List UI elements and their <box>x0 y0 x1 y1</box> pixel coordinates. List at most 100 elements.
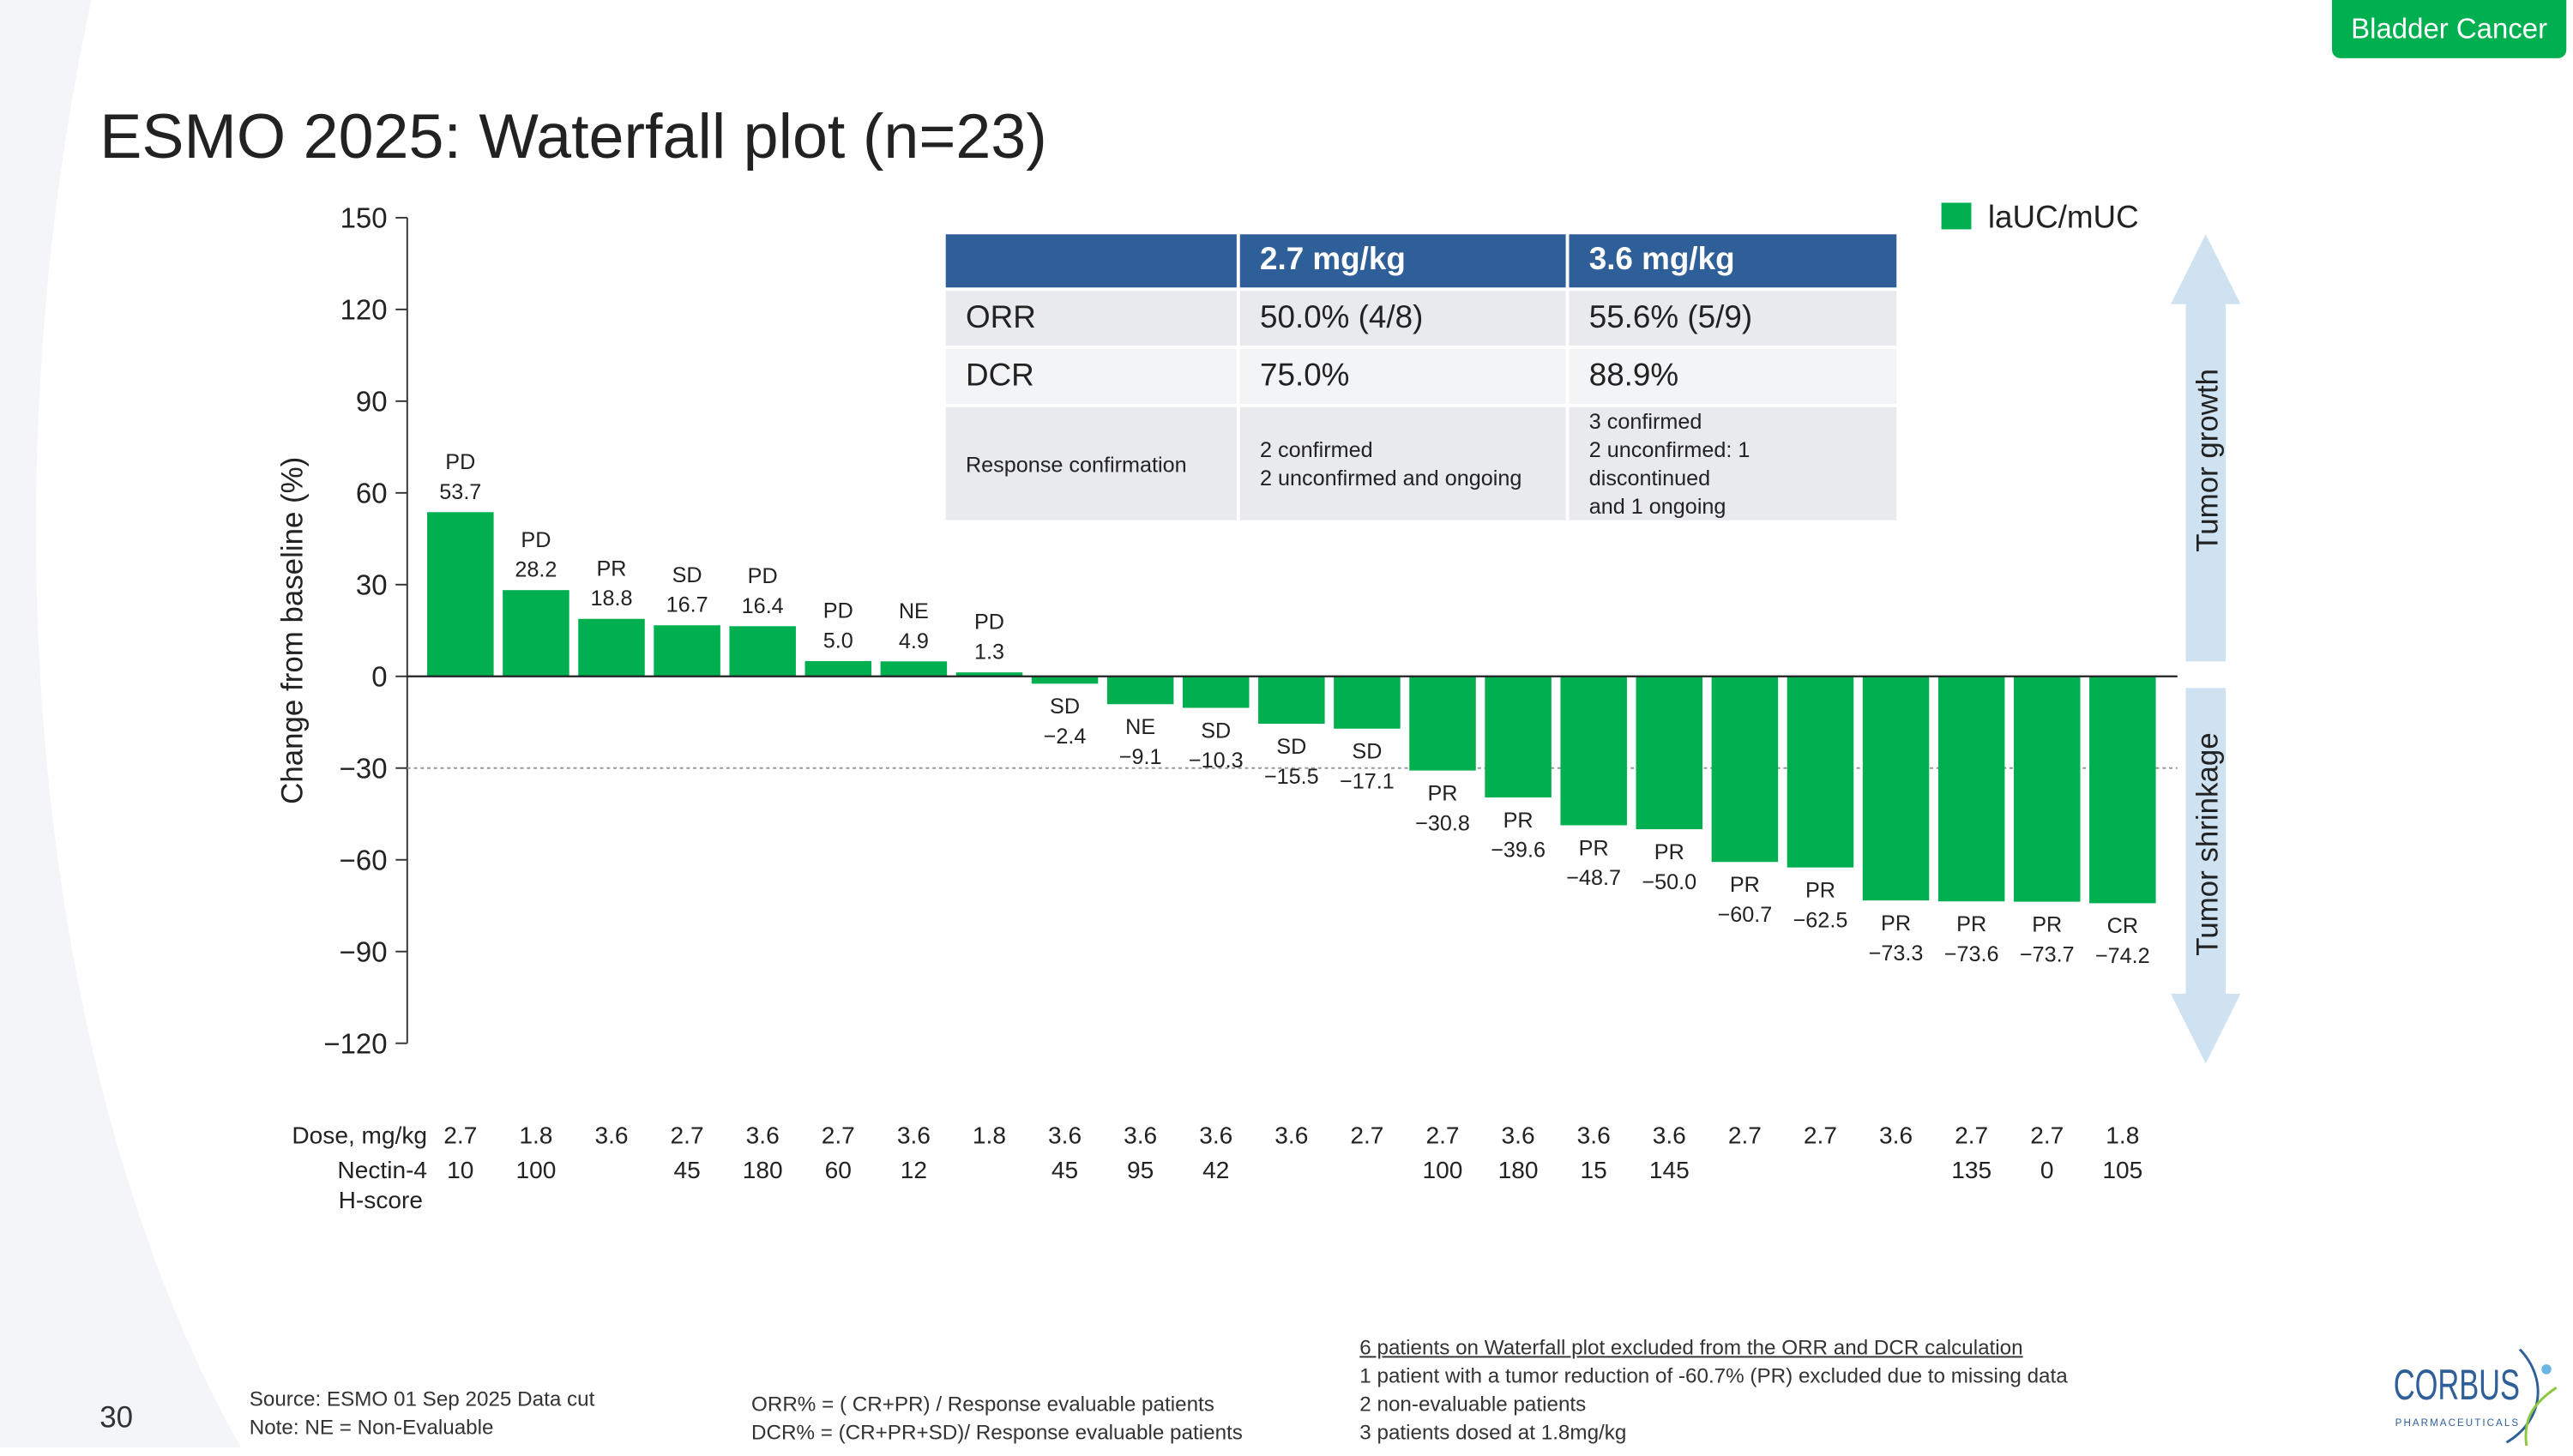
y-tick-label: −60 <box>340 844 388 875</box>
value-label: 28.2 <box>515 558 557 582</box>
hscore-value: 0 <box>2040 1157 2054 1183</box>
row-label: ORR <box>945 291 1237 346</box>
cell-line: 2 confirmed <box>1260 436 1373 462</box>
table-row: ORR 50.0% (4/8) 55.6% (5/9) <box>945 291 1897 346</box>
bar <box>1485 676 1552 797</box>
y-tick-label: −120 <box>323 1027 387 1059</box>
value-label: 53.7 <box>439 480 481 504</box>
table-header-row: 2.7 mg/kg 3.6 mg/kg <box>945 234 1897 288</box>
value-label: −73.6 <box>1944 942 1999 966</box>
bar <box>1937 676 2005 902</box>
hscore-row-label: Nectin-4 <box>337 1157 427 1183</box>
response-label: PR <box>1503 809 1534 833</box>
category-badge: Bladder Cancer <box>2332 0 2567 58</box>
cell: 2 confirmed 2 unconfirmed and ongoing <box>1239 406 1566 520</box>
response-label: PR <box>2032 912 2062 936</box>
orr-formula: ORR% = ( CR+PR) / Response evaluable pat… <box>750 1393 1214 1417</box>
bar <box>1106 676 1174 705</box>
response-label: CR <box>2107 914 2138 938</box>
tumor-growth-arrow-icon <box>2171 234 2241 662</box>
value-label: −10.3 <box>1189 749 1244 773</box>
response-label: PR <box>1730 873 1760 897</box>
hscore-value: 60 <box>825 1157 852 1183</box>
value-label: 16.7 <box>666 593 708 617</box>
response-label: PR <box>1428 781 1458 805</box>
response-label: SD <box>672 563 702 587</box>
exclusion-line: 1 patient with a tumor reduction of -60.… <box>1359 1364 2068 1388</box>
value-label: −62.5 <box>1793 908 1848 932</box>
response-label: PR <box>1881 912 1911 936</box>
bar <box>1787 676 1854 868</box>
response-label: PR <box>1956 912 1986 936</box>
cell: 88.9% <box>1569 348 1897 404</box>
dose-value: 3.6 <box>1577 1122 1611 1148</box>
bar <box>880 661 948 677</box>
formula-note: ORR% = ( CR+PR) / Response evaluable pat… <box>751 1391 1243 1447</box>
dose-value: 2.7 <box>1804 1122 1837 1148</box>
exclusion-title: 6 patients on Waterfall plot excluded fr… <box>1359 1336 2023 1360</box>
page-title: ESMO 2025: Waterfall plot (n=23) <box>99 103 1047 173</box>
dcr-formula: DCR% = (CR+PR+SD)/ Response evaluable pa… <box>750 1420 1243 1445</box>
bar <box>1258 676 1325 725</box>
bar <box>1409 676 1476 771</box>
bar <box>2013 676 2081 902</box>
y-axis-label: Change from baseline (%) <box>276 457 310 804</box>
dose-value: 3.6 <box>1048 1122 1082 1148</box>
dose-value: 2.7 <box>443 1122 477 1148</box>
dose-value: 3.6 <box>1879 1122 1913 1148</box>
response-label: NE <box>1125 715 1155 739</box>
response-label: PD <box>521 528 551 552</box>
dose-row-label: Dose, mg/kg <box>292 1122 427 1148</box>
hscore-value: 145 <box>1649 1157 1690 1183</box>
bar <box>804 660 872 677</box>
cell: 50.0% (4/8) <box>1239 291 1566 346</box>
row-label: DCR <box>945 348 1237 404</box>
table-row: DCR 75.0% 88.9% <box>945 348 1897 404</box>
hscore-value: 100 <box>1423 1157 1463 1183</box>
hscore-value: 42 <box>1202 1157 1229 1183</box>
bar <box>578 618 645 677</box>
response-label: PR <box>597 557 627 581</box>
y-tick-label: 120 <box>340 293 388 325</box>
hscore-value: 12 <box>901 1157 927 1183</box>
value-label: −15.5 <box>1264 765 1319 789</box>
dose-value: 3.6 <box>1274 1122 1308 1148</box>
decorative-curve <box>0 0 242 1447</box>
response-label: SD <box>1352 740 1382 764</box>
value-label: −48.7 <box>1566 866 1621 890</box>
corbus-logo: CORBUS PHARMACEUTICALS <box>2390 1346 2573 1447</box>
y-tick-label: 150 <box>340 202 388 234</box>
hscore-value: 100 <box>515 1157 556 1183</box>
dose-value: 1.8 <box>2106 1122 2139 1148</box>
bar <box>427 512 494 677</box>
dose-value: 3.6 <box>594 1122 628 1148</box>
y-tick-label: −90 <box>340 936 388 967</box>
response-label: PR <box>1579 836 1609 860</box>
dose-value: 2.7 <box>2030 1122 2064 1148</box>
note-line: Note: NE = Non-Evaluable <box>249 1416 494 1440</box>
response-label: PD <box>748 564 778 588</box>
bar <box>955 672 1023 677</box>
source-note: Source: ESMO 01 Sep 2025 Data cut Note: … <box>250 1386 595 1442</box>
hscore-value: 15 <box>1581 1157 1607 1183</box>
bar <box>1711 676 1779 863</box>
dose-value: 3.6 <box>1653 1122 1686 1148</box>
value-label: −74.2 <box>2095 944 2150 968</box>
exclusion-line: 3 patients dosed at 1.8mg/kg <box>1359 1420 1627 1445</box>
dose-value: 2.7 <box>822 1122 855 1148</box>
y-tick-label: −30 <box>340 752 388 784</box>
value-label: 5.0 <box>823 629 853 653</box>
bar <box>1560 676 1627 826</box>
bar <box>1031 676 1099 684</box>
cell: 55.6% (5/9) <box>1569 291 1897 346</box>
cell: 3 confirmed 2 unconfirmed: 1 discontinued… <box>1569 406 1897 520</box>
hscore-value: 10 <box>447 1157 473 1183</box>
dose-value: 2.7 <box>1955 1122 1988 1148</box>
dose-value: 2.7 <box>1425 1122 1459 1148</box>
bar <box>654 625 720 677</box>
cell-line: 2 unconfirmed: 1 discontinued <box>1588 436 1750 490</box>
bar <box>1862 676 1930 901</box>
cell-line: 3 confirmed <box>1588 408 1702 434</box>
logo-subtext: PHARMACEUTICALS <box>2395 1417 2519 1429</box>
